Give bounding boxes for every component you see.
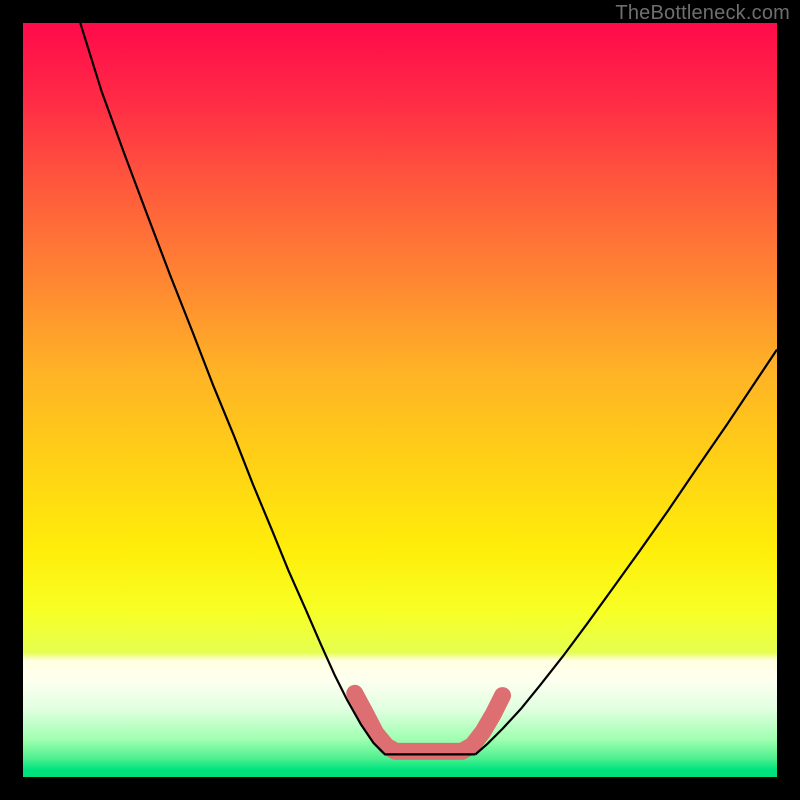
plot-background [23, 23, 777, 777]
chart-canvas: TheBottleneck.com [0, 0, 800, 800]
attribution-text: TheBottleneck.com [615, 2, 790, 25]
bottleneck-chart-svg [0, 0, 800, 800]
